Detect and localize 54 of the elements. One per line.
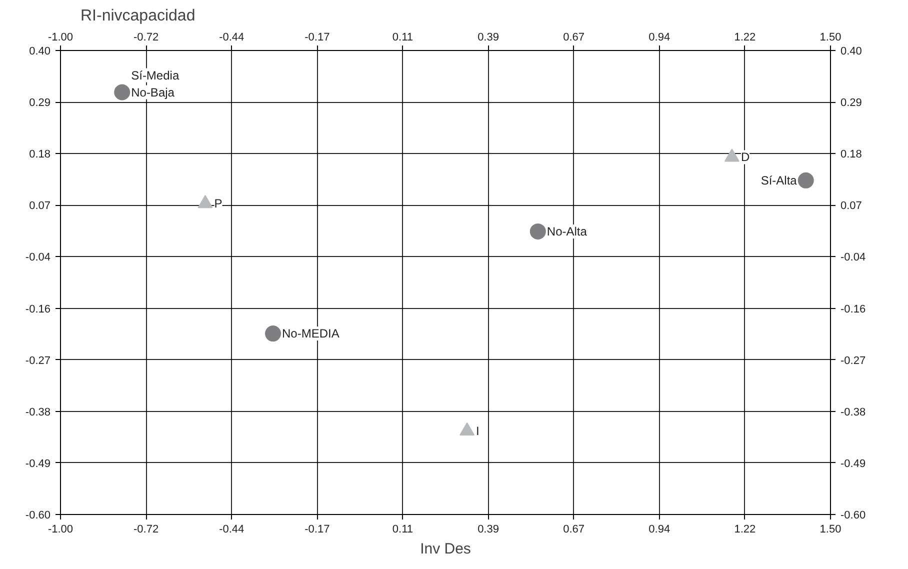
x-tick-label: 1.50 (820, 32, 842, 44)
x2-tick-label: -0.72 (134, 524, 159, 536)
y-tick-label: -0.16 (25, 303, 51, 316)
annotation: Sí-Media No-Baja (131, 68, 180, 100)
y2-tick-label: 0.29 (840, 97, 862, 110)
x2-tick-label: 0.11 (392, 524, 414, 536)
x-tick-label: 0.11 (392, 32, 414, 44)
x2-tick-label: -0.44 (219, 524, 244, 536)
y-tick-label: -0.27 (25, 354, 51, 367)
point (114, 84, 130, 100)
point (798, 172, 814, 188)
y2-tick-label: -0.49 (840, 458, 866, 470)
annotation: No-Alta (546, 224, 588, 238)
y-tick-label: 0.18 (29, 148, 51, 161)
annotation: Sí-Alta (760, 173, 798, 188)
y-tick-label: 0.40 (29, 46, 51, 58)
y-tick-label: -0.49 (25, 458, 51, 470)
x-tick-label: -0.17 (304, 32, 330, 44)
x-tick-label: -0.72 (134, 32, 159, 44)
x2-tick-label: 0.39 (478, 524, 499, 536)
x2-tick-label: 0.67 (563, 524, 585, 536)
y-tick-label: -0.60 (25, 510, 51, 522)
x-tick-label: 0.94 (648, 32, 670, 44)
x-tick-label: -0.44 (219, 32, 244, 44)
y-tick-label: -0.04 (25, 252, 51, 264)
y2-tick-label: 0.18 (840, 148, 862, 161)
x2-tick-label: -1.00 (48, 524, 74, 536)
x2-tick-label: -0.17 (304, 524, 330, 536)
chart-title: RI-nivcapacidad (80, 8, 196, 24)
annotation: No-MEDIA (282, 326, 340, 341)
x-tick-label: 1.22 (734, 32, 756, 44)
x-tick-label: -1.00 (48, 32, 74, 44)
annotation: I (476, 424, 480, 438)
y2-tick-label: -0.04 (840, 252, 866, 264)
x2-tick-label: 1.22 (734, 524, 756, 536)
y2-tick-label: -0.16 (840, 303, 866, 316)
point (530, 223, 546, 240)
y2-tick-label: 0.40 (840, 46, 862, 58)
x2-tick-label: 0.94 (648, 524, 670, 536)
y-tick-label: 0.29 (29, 97, 51, 110)
y2-tick-label: -0.27 (840, 354, 866, 367)
annotation: D (740, 150, 750, 164)
y-tick-label: -0.38 (25, 406, 51, 418)
x-tick-label: 0.39 (478, 32, 499, 44)
x-axis-title: Inv Des (420, 540, 471, 558)
annotation: P (214, 196, 222, 211)
point (198, 195, 213, 208)
point (460, 422, 475, 436)
y2-tick-label: -0.38 (840, 406, 866, 418)
x-tick-label: 0.67 (563, 32, 585, 44)
y2-tick-label: -0.60 (840, 510, 866, 522)
y2-tick-label: 0.07 (840, 200, 862, 212)
y-tick-label: 0.07 (29, 200, 51, 212)
x2-tick-label: 1.50 (820, 524, 842, 536)
